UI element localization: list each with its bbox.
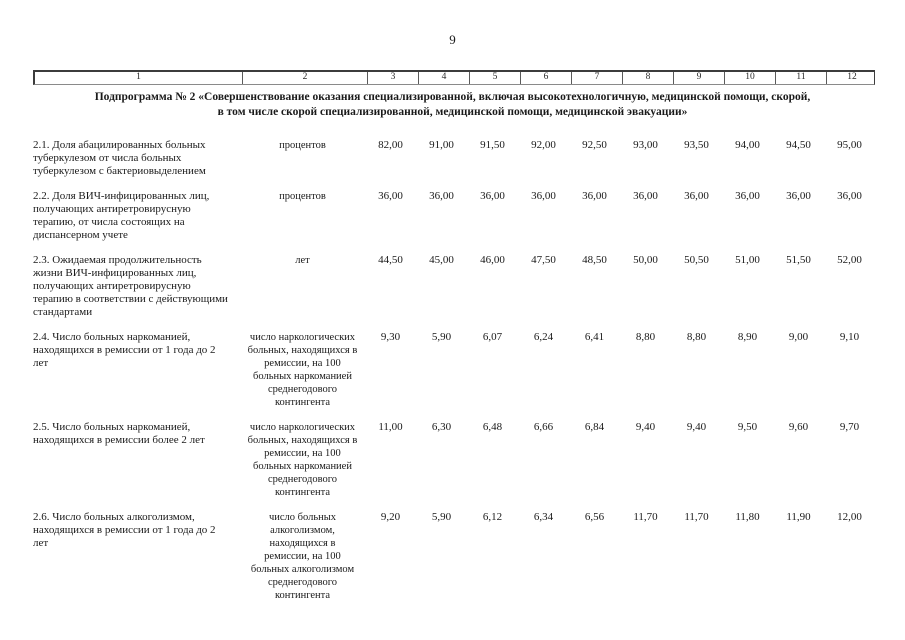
indicator-value: 45,00 xyxy=(429,254,454,266)
indicator-value: 51,00 xyxy=(735,254,760,266)
indicator-value: 92,50 xyxy=(582,139,607,151)
indicator-unit: число наркологических больных, находящих… xyxy=(247,332,358,408)
indicator-value: 12,00 xyxy=(837,511,862,523)
indicator-label: 2.6. Число больных алкоголизмом, находящ… xyxy=(33,511,216,549)
indicator-value: 9,60 xyxy=(788,421,809,433)
table-row: 2.4. Число больных наркоманией, находящи… xyxy=(33,331,875,409)
indicator-value: 46,00 xyxy=(480,254,505,266)
indicator-value: 36,00 xyxy=(735,190,760,202)
indicator-value: 92,00 xyxy=(531,139,556,151)
ruler-cell: 2 xyxy=(242,72,367,84)
ruler-cell: 7 xyxy=(571,72,622,84)
ruler-cell: 11 xyxy=(775,72,826,84)
indicator-value: 9,70 xyxy=(839,421,860,433)
indicators-table: 2.1. Доля абацилированных больных туберк… xyxy=(33,139,875,614)
indicator-value: 36,00 xyxy=(837,190,862,202)
ruler-cell: 1 xyxy=(136,72,141,82)
indicator-value: 6,41 xyxy=(584,331,605,343)
indicator-value: 91,50 xyxy=(480,139,505,151)
indicator-label: 2.3. Ожидаемая продолжительность жизни В… xyxy=(33,254,228,318)
indicator-value: 36,00 xyxy=(378,190,403,202)
indicator-value: 91,00 xyxy=(429,139,454,151)
table-row: 2.1. Доля абацилированных больных туберк… xyxy=(33,139,875,178)
indicator-value: 9,30 xyxy=(380,331,401,343)
ruler-cell: 3 xyxy=(367,72,418,84)
indicator-value: 93,00 xyxy=(633,139,658,151)
indicator-value: 95,00 xyxy=(837,139,862,151)
subprogram-title: Подпрограмма № 2 «Совершенствование оказ… xyxy=(42,90,863,120)
indicator-value: 9,40 xyxy=(635,421,656,433)
ruler-cell: 8 xyxy=(622,72,673,84)
indicator-unit: число наркологических больных, находящих… xyxy=(247,422,358,498)
indicator-value: 11,00 xyxy=(378,421,403,433)
indicator-value: 6,66 xyxy=(533,421,554,433)
ruler-cell: 10 xyxy=(724,72,775,84)
indicator-value: 11,70 xyxy=(684,511,709,523)
indicator-unit: число больных алкоголизмом, находящихся … xyxy=(250,512,355,601)
indicator-value: 94,00 xyxy=(735,139,760,151)
table-row: 2.3. Ожидаемая продолжительность жизни В… xyxy=(33,254,875,319)
table-row: 2.5. Число больных наркоманией, находящи… xyxy=(33,421,875,499)
indicator-label: 2.2. Доля ВИЧ-инфицированных лиц, получа… xyxy=(33,190,210,241)
ruler-cell: 9 xyxy=(673,72,724,84)
indicator-value: 8,80 xyxy=(686,331,707,343)
indicator-value: 9,40 xyxy=(686,421,707,433)
indicator-value: 6,84 xyxy=(584,421,605,433)
ruler-cell: 4 xyxy=(418,72,469,84)
indicator-unit: процентов xyxy=(279,191,326,202)
ruler-cell: 12 xyxy=(826,72,877,84)
table-row: 2.2. Доля ВИЧ-инфицированных лиц, получа… xyxy=(33,190,875,242)
indicator-value: 8,90 xyxy=(737,331,758,343)
indicator-value: 6,48 xyxy=(482,421,503,433)
indicator-value: 36,00 xyxy=(786,190,811,202)
indicator-value: 36,00 xyxy=(633,190,658,202)
indicator-value: 52,00 xyxy=(837,254,862,266)
indicator-value: 11,90 xyxy=(786,511,811,523)
indicator-value: 6,56 xyxy=(584,511,605,523)
indicator-value: 11,70 xyxy=(633,511,658,523)
indicator-value: 93,50 xyxy=(684,139,709,151)
indicator-value: 50,00 xyxy=(633,254,658,266)
indicator-label: 2.4. Число больных наркоманией, находящи… xyxy=(33,331,216,369)
indicator-value: 36,00 xyxy=(684,190,709,202)
indicator-unit: процентов xyxy=(279,140,326,151)
indicator-value: 82,00 xyxy=(378,139,403,151)
indicator-value: 51,50 xyxy=(786,254,811,266)
subprogram-title-line1: Подпрограмма № 2 «Совершенствование оказ… xyxy=(94,91,811,103)
page-number: 9 xyxy=(449,32,456,47)
table-row: 2.6. Число больных алкоголизмом, находящ… xyxy=(33,511,875,602)
indicator-label: 2.1. Доля абацилированных больных туберк… xyxy=(33,139,206,177)
indicator-value: 5,90 xyxy=(431,511,452,523)
indicator-value: 8,80 xyxy=(635,331,656,343)
indicator-value: 5,90 xyxy=(431,331,452,343)
indicator-value: 9,10 xyxy=(839,331,860,343)
indicator-value: 50,50 xyxy=(684,254,709,266)
indicator-value: 36,00 xyxy=(531,190,556,202)
indicator-value: 9,50 xyxy=(737,421,758,433)
indicator-value: 48,50 xyxy=(582,254,607,266)
indicator-value: 6,24 xyxy=(533,331,554,343)
indicator-value: 44,50 xyxy=(378,254,403,266)
indicator-value: 36,00 xyxy=(582,190,607,202)
indicator-value: 47,50 xyxy=(531,254,556,266)
indicator-value: 36,00 xyxy=(480,190,505,202)
indicator-value: 94,50 xyxy=(786,139,811,151)
indicator-unit: лет xyxy=(295,255,310,266)
ruler-cell: 5 xyxy=(469,72,520,84)
indicator-value: 9,00 xyxy=(788,331,809,343)
indicator-value: 9,20 xyxy=(380,511,401,523)
indicator-value: 6,12 xyxy=(482,511,503,523)
indicator-value: 6,07 xyxy=(482,331,503,343)
column-ruler: 1 2 3 4 5 6 7 8 9 10 11 12 xyxy=(33,70,875,85)
ruler-cell: 6 xyxy=(520,72,571,84)
indicator-value: 11,80 xyxy=(735,511,760,523)
indicator-value: 36,00 xyxy=(429,190,454,202)
indicator-value: 6,34 xyxy=(533,511,554,523)
indicator-value: 6,30 xyxy=(431,421,452,433)
subprogram-title-line2: в том числе скорой специализированной, м… xyxy=(217,106,688,118)
indicator-label: 2.5. Число больных наркоманией, находящи… xyxy=(33,421,205,446)
